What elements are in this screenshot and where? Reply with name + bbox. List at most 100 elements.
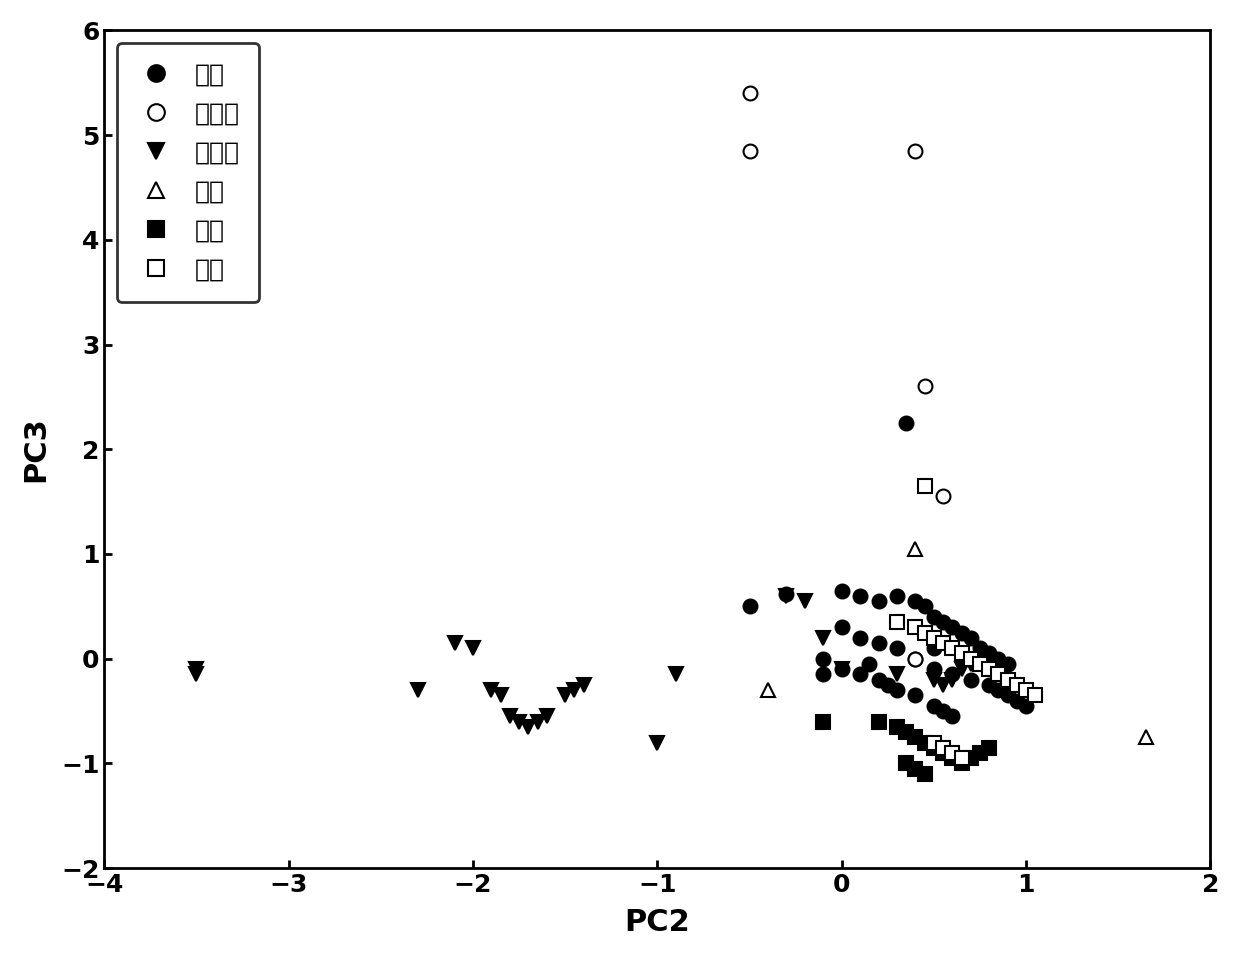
爱尔兰 bbox=[558, 690, 573, 701]
韩国 bbox=[954, 627, 968, 638]
韩国 bbox=[926, 664, 941, 675]
瑞士 bbox=[1001, 673, 1016, 685]
爱尔兰 bbox=[188, 669, 203, 680]
Line: 瑞士: 瑞士 bbox=[890, 479, 1043, 765]
德国 bbox=[899, 758, 914, 769]
爱尔兰 bbox=[502, 711, 517, 722]
德国 bbox=[908, 732, 923, 743]
爱尔兰 bbox=[521, 721, 536, 733]
瑞士 bbox=[1028, 690, 1043, 701]
韩国 bbox=[835, 622, 849, 633]
新加坡 bbox=[742, 87, 756, 99]
韩国 bbox=[926, 700, 941, 712]
德国 bbox=[982, 742, 997, 754]
荷兰 bbox=[908, 543, 923, 555]
瑞士 bbox=[936, 637, 951, 649]
德国 bbox=[899, 726, 914, 738]
瑞士 bbox=[1019, 684, 1034, 696]
瑞士 bbox=[918, 480, 932, 491]
爱尔兰 bbox=[188, 664, 203, 675]
韩国 bbox=[908, 690, 923, 701]
韩国 bbox=[908, 653, 923, 665]
Line: 爱尔兰: 爱尔兰 bbox=[190, 589, 987, 749]
爱尔兰 bbox=[963, 658, 978, 670]
韩国 bbox=[853, 632, 868, 644]
瑞士 bbox=[926, 632, 941, 644]
新加坡 bbox=[908, 653, 923, 665]
爱尔兰 bbox=[567, 684, 582, 696]
爱尔兰 bbox=[816, 632, 831, 644]
爱尔兰 bbox=[650, 737, 665, 748]
韩国 bbox=[872, 595, 887, 606]
爱尔兰 bbox=[835, 664, 849, 675]
德国 bbox=[816, 716, 831, 727]
韩国 bbox=[945, 669, 960, 680]
德国 bbox=[926, 742, 941, 754]
韩国 bbox=[963, 673, 978, 685]
爱尔兰 bbox=[465, 643, 480, 654]
韩国 bbox=[918, 601, 932, 612]
韩国 bbox=[742, 601, 756, 612]
德国 bbox=[972, 747, 987, 759]
韩国 bbox=[1001, 690, 1016, 701]
韩国 bbox=[936, 616, 951, 627]
爱尔兰 bbox=[779, 590, 794, 602]
爱尔兰 bbox=[972, 653, 987, 665]
韩国 bbox=[1019, 700, 1034, 712]
瑞士 bbox=[945, 643, 960, 654]
新加坡 bbox=[918, 380, 932, 392]
瑞士 bbox=[954, 752, 968, 764]
爱尔兰 bbox=[954, 664, 968, 675]
韩国 bbox=[908, 595, 923, 606]
Line: 新加坡: 新加坡 bbox=[743, 86, 950, 666]
韩国 bbox=[972, 643, 987, 654]
瑞士 bbox=[908, 622, 923, 633]
韩国 bbox=[945, 711, 960, 722]
爱尔兰 bbox=[668, 669, 683, 680]
德国 bbox=[872, 716, 887, 727]
Y-axis label: PC3: PC3 bbox=[21, 417, 50, 482]
新加坡 bbox=[908, 145, 923, 156]
爱尔兰 bbox=[494, 690, 508, 701]
德国 bbox=[936, 747, 951, 759]
瑞士 bbox=[889, 616, 904, 627]
德国 bbox=[889, 721, 904, 733]
爱尔兰 bbox=[512, 716, 527, 727]
韩国 bbox=[862, 658, 877, 670]
瑞士 bbox=[1009, 679, 1024, 691]
爱尔兰 bbox=[484, 684, 498, 696]
新加坡 bbox=[742, 145, 756, 156]
瑞士 bbox=[991, 669, 1006, 680]
爱尔兰 bbox=[410, 684, 425, 696]
韩国 bbox=[991, 684, 1006, 696]
Line: 韩国: 韩国 bbox=[743, 416, 1033, 723]
德国 bbox=[918, 768, 932, 780]
韩国 bbox=[853, 669, 868, 680]
德国 bbox=[908, 763, 923, 774]
爱尔兰 bbox=[539, 711, 554, 722]
荷兰 bbox=[760, 684, 775, 696]
韩国 bbox=[926, 611, 941, 623]
爱尔兰 bbox=[448, 637, 463, 649]
韩国 bbox=[1001, 658, 1016, 670]
韩国 bbox=[963, 632, 978, 644]
瑞士 bbox=[926, 737, 941, 748]
爱尔兰 bbox=[889, 669, 904, 680]
瑞士 bbox=[918, 627, 932, 638]
Legend: 韩国, 新加坡, 爱尔兰, 荷兰, 德国, 瑞士: 韩国, 新加坡, 爱尔兰, 荷兰, 德国, 瑞士 bbox=[117, 43, 259, 302]
爱尔兰 bbox=[936, 679, 951, 691]
Line: 德国: 德国 bbox=[816, 715, 996, 781]
韩国 bbox=[899, 418, 914, 429]
韩国 bbox=[889, 590, 904, 602]
X-axis label: PC2: PC2 bbox=[625, 908, 691, 937]
爱尔兰 bbox=[926, 673, 941, 685]
韩国 bbox=[779, 588, 794, 600]
韩国 bbox=[889, 643, 904, 654]
韩国 bbox=[816, 653, 831, 665]
韩国 bbox=[991, 653, 1006, 665]
德国 bbox=[945, 752, 960, 764]
韩国 bbox=[872, 673, 887, 685]
德国 bbox=[963, 752, 978, 764]
韩国 bbox=[880, 679, 895, 691]
韩国 bbox=[853, 590, 868, 602]
